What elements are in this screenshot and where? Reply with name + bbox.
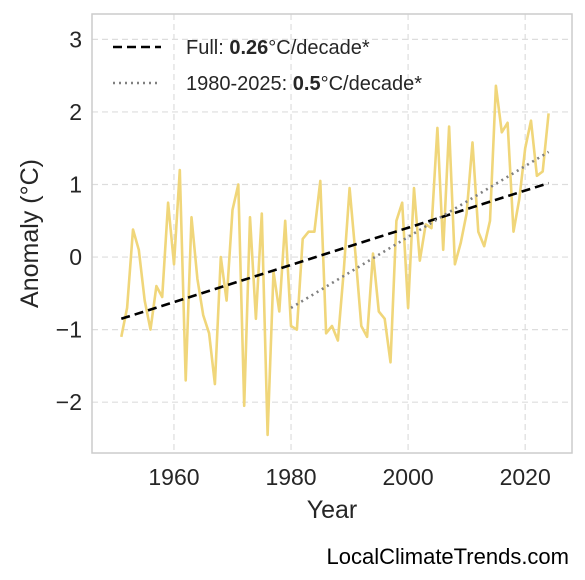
legend-recent-prefix: 1980-2025: <box>186 73 293 95</box>
y-tick-label: 0 <box>69 244 82 270</box>
y-tick-labels: −2 −1 0 1 2 3 <box>56 26 82 415</box>
trend-line-1980-2025 <box>290 150 550 310</box>
legend-recent-suffix: °C/decade* <box>321 73 423 95</box>
legend-recent-label: 1980-2025: 0.5°C/decade* <box>186 73 422 95</box>
y-axis-label: Anomaly (°C) <box>16 159 44 308</box>
trend-line-full <box>120 181 549 321</box>
legend-full-prefix: Full: <box>186 37 229 59</box>
x-tick-labels: 1960 1980 2000 2020 <box>148 464 550 490</box>
plot-frame <box>91 13 573 454</box>
x-tick-label: 2000 <box>383 464 434 490</box>
y-tick-label: 2 <box>69 99 82 125</box>
x-tick-label: 1980 <box>265 464 316 490</box>
y-tick-label: −1 <box>56 317 82 343</box>
grid <box>92 14 572 453</box>
watermark: LocalClimateTrends.com <box>326 544 570 569</box>
anomaly-series-line <box>120 84 550 437</box>
y-tick-label: 1 <box>69 172 82 198</box>
legend-full-value: 0.26 <box>229 37 268 59</box>
legend-recent-value: 0.5 <box>293 73 321 95</box>
series-layer <box>120 84 550 437</box>
x-tick-label: 1960 <box>148 464 199 490</box>
y-tick-label: 3 <box>69 26 82 52</box>
legend: Full: 0.26°C/decade* 1980-2025: 0.5°C/de… <box>113 37 422 95</box>
x-axis-label: Year <box>307 496 358 524</box>
y-tick-label: −2 <box>56 389 82 415</box>
legend-full-label: Full: 0.26°C/decade* <box>186 37 370 59</box>
x-tick-label: 2020 <box>500 464 551 490</box>
legend-full-suffix: °C/decade* <box>268 37 370 59</box>
